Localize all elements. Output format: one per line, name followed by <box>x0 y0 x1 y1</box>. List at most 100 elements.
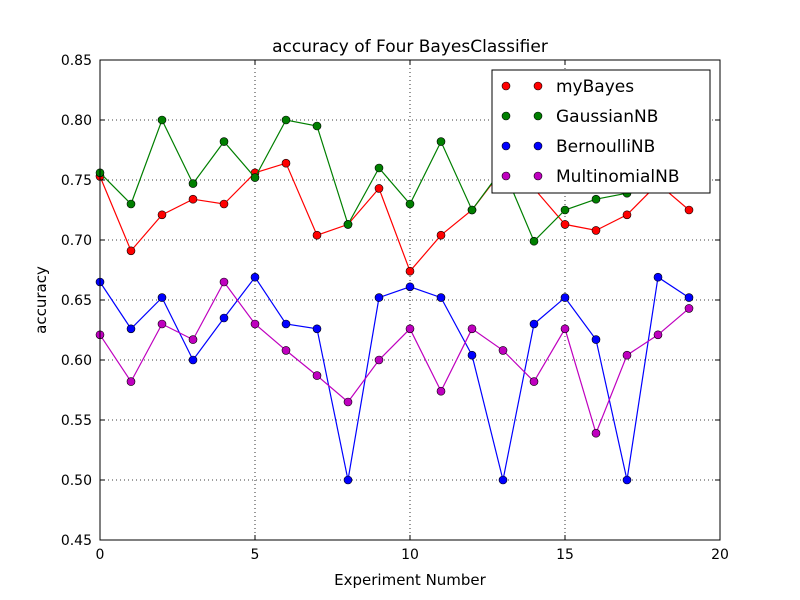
legend-label: GaussianNB <box>556 107 658 127</box>
data-point <box>281 115 291 125</box>
legend-item: GaussianNB <box>501 107 658 127</box>
data-point <box>436 293 446 302</box>
data-point <box>343 397 353 407</box>
data-point <box>622 210 632 220</box>
y-tick-label: 0.55 <box>61 413 92 429</box>
data-point <box>498 475 508 485</box>
data-point <box>405 266 415 276</box>
data-point <box>591 194 601 204</box>
data-point <box>591 226 601 235</box>
legend-item: MultinomialNB <box>501 167 680 187</box>
data-point <box>312 121 322 131</box>
data-point <box>529 377 539 386</box>
y-tick-label: 0.45 <box>61 533 92 549</box>
data-point <box>467 205 477 215</box>
data-point <box>312 230 322 240</box>
data-point <box>188 194 198 204</box>
data-point <box>157 319 167 329</box>
data-point <box>684 293 694 302</box>
y-tick-label: 0.65 <box>61 293 92 309</box>
y-tick-label: 0.75 <box>61 173 92 189</box>
data-point <box>405 199 415 209</box>
series-line <box>99 162 690 273</box>
y-axis-label: accuracy <box>32 266 50 334</box>
data-point <box>560 293 570 302</box>
data-point <box>591 335 601 344</box>
series-line <box>99 280 690 436</box>
data-point <box>157 210 167 220</box>
legend-marker <box>533 141 543 151</box>
data-point <box>188 179 198 188</box>
data-point <box>126 324 136 334</box>
legend-marker <box>501 111 511 121</box>
ticks: 0 5 10 15 20 0.45 0.50 0.55 0.60 0.65 0.70 0.75 0.80… <box>61 53 729 563</box>
data-point <box>157 115 167 125</box>
data-point <box>560 205 570 215</box>
data-point <box>157 293 167 302</box>
legend-marker <box>501 141 511 151</box>
data-point <box>591 428 601 438</box>
data-point <box>126 246 136 256</box>
data-point <box>374 184 384 193</box>
data-point <box>281 158 291 168</box>
legend-label: MultinomialNB <box>556 167 680 187</box>
data-point <box>126 199 136 209</box>
data-point <box>219 313 229 323</box>
data-point <box>188 335 198 344</box>
data-point <box>405 282 415 292</box>
data-point <box>560 324 570 334</box>
data-point <box>374 293 384 302</box>
data-point <box>467 324 477 334</box>
data-point <box>374 355 384 365</box>
series-BernoulliNB <box>95 272 694 485</box>
data-point <box>684 205 694 215</box>
data-point <box>126 377 136 386</box>
data-point <box>250 272 260 282</box>
x-tick-label: 15 <box>556 547 574 563</box>
data-point <box>343 220 353 229</box>
legend-label: myBayes <box>556 77 634 97</box>
data-point <box>436 386 446 396</box>
data-point <box>188 355 198 365</box>
legend-box <box>491 69 711 194</box>
data-point <box>529 319 539 329</box>
legend-label: BernoulliNB <box>556 137 655 157</box>
data-point <box>219 137 229 146</box>
data-point <box>622 475 632 485</box>
legend-marker <box>533 81 543 91</box>
data-point <box>281 346 291 355</box>
x-tick-label: 20 <box>711 547 729 563</box>
data-point <box>436 230 446 240</box>
data-point <box>343 475 353 485</box>
legend-marker <box>533 111 543 121</box>
y-tick-label: 0.50 <box>61 473 92 489</box>
chart-title: accuracy of Four BayesClassifier <box>272 37 548 57</box>
x-axis-label: Experiment Number <box>334 571 487 589</box>
y-tick-label: 0.60 <box>61 353 92 369</box>
legend-marker <box>501 171 511 181</box>
data-point <box>219 277 229 287</box>
data-point <box>653 330 663 340</box>
legend-marker <box>533 171 543 181</box>
data-point <box>219 199 229 209</box>
legend: myBayes GaussianNB BernoulliNB MultinomialN… <box>491 69 711 194</box>
data-point <box>467 350 477 360</box>
x-tick-label: 0 <box>96 547 105 563</box>
data-point <box>560 220 570 229</box>
data-point <box>653 272 663 282</box>
series-line <box>99 118 690 243</box>
y-tick-label: 0.70 <box>61 233 92 249</box>
series-line <box>99 276 690 481</box>
data-point <box>250 173 260 182</box>
data-point <box>622 350 632 360</box>
legend-item: BernoulliNB <box>501 137 655 157</box>
data-point <box>250 319 260 329</box>
data-point <box>374 163 384 173</box>
x-tick-label: 5 <box>251 547 260 563</box>
data-point <box>312 371 322 380</box>
series-GaussianNB <box>95 115 694 246</box>
data-point <box>312 324 322 334</box>
y-tick-label: 0.85 <box>61 53 92 69</box>
series-MultinomialNB <box>95 277 694 438</box>
